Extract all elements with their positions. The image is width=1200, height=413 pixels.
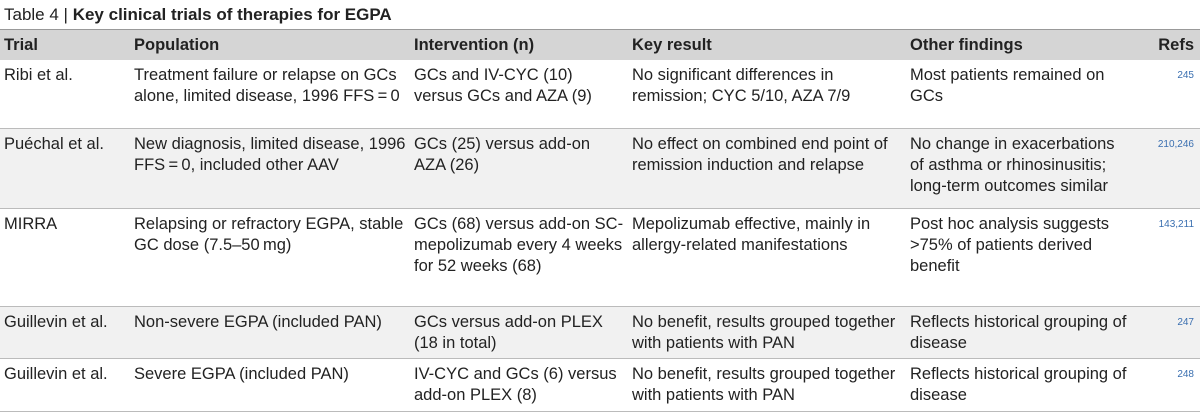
cell: No benefit, results grouped together wit… — [628, 306, 906, 359]
cell: No effect on combined end point of remis… — [628, 128, 906, 209]
cell: Mepolizumab effective, mainly in allergy… — [628, 208, 906, 307]
cell: Most patients remained on GCs — [906, 60, 1136, 129]
column-header: Trial — [0, 30, 130, 60]
cell: Puéchal et al. — [0, 128, 130, 209]
cell: Guillevin et al. — [0, 306, 130, 359]
column-header: Intervention (n) — [410, 30, 628, 60]
header-row: Trial Population Intervention (n) Key resul… — [0, 30, 1200, 60]
table-row: MIRRA Relapsing or refractory EGPA, stabl… — [0, 208, 1200, 307]
reference: 248 — [1177, 368, 1194, 380]
table-row: Ribi et al. Treatment failure or relapse … — [0, 60, 1200, 129]
reference: 143,211 — [1158, 218, 1194, 230]
cell: Non-severe EGPA (included PAN) — [130, 306, 410, 359]
cell: No significant differences in remission;… — [628, 60, 906, 129]
cell: Treatment failure or relapse on GCs alon… — [130, 60, 410, 129]
cell: 245 — [1136, 60, 1200, 129]
table: Trial Population Intervention (n) Key resul… — [0, 30, 1200, 412]
table-body: Ribi et al. Treatment failure or relapse … — [0, 60, 1200, 412]
cell: Reflects historical grouping of disease — [906, 358, 1136, 412]
cell: Post hoc analysis suggests >75% of patie… — [906, 208, 1136, 307]
table-label: Table 4 | — [4, 5, 68, 24]
cell: No benefit, results grouped together wit… — [628, 358, 906, 412]
table-row: Guillevin et al. Non-severe EGPA (include… — [0, 306, 1200, 359]
cell: GCs and IV-CYC (10) versus GCs and AZA (… — [410, 60, 628, 129]
table-caption: Table 4 | Key clinical trials of therapi… — [0, 0, 1200, 30]
cell: 210,246 — [1136, 128, 1200, 209]
cell: MIRRA — [0, 208, 130, 307]
table-row: Guillevin et al. Severe EGPA (included PA… — [0, 358, 1200, 412]
cell: GCs versus add-on PLEX (18 in total) — [410, 306, 628, 359]
cell: No change in exacerbations of asthma or … — [906, 128, 1136, 209]
cell: Relapsing or refractory EGPA, stable GC … — [130, 208, 410, 307]
cell: 248 — [1136, 358, 1200, 412]
column-header: Refs — [1136, 30, 1200, 60]
cell: IV-CYC and GCs (6) versus add-on PLEX (8… — [410, 358, 628, 412]
reference: 210,246 — [1157, 138, 1194, 150]
table-row: Puéchal et al. New diagnosis, limited dis… — [0, 128, 1200, 209]
column-header: Other findings — [906, 30, 1136, 60]
cell: Ribi et al. — [0, 60, 130, 129]
column-header: Population — [130, 30, 410, 60]
column-header: Key result — [628, 30, 906, 60]
cell: Severe EGPA (included PAN) — [130, 358, 410, 412]
cell: Reflects historical grouping of disease — [906, 306, 1136, 359]
cell: 143,211 — [1136, 208, 1200, 307]
cell: GCs (25) versus add-on AZA (26) — [410, 128, 628, 209]
cell: 247 — [1136, 306, 1200, 359]
cell: Guillevin et al. — [0, 358, 130, 412]
reference: 245 — [1177, 70, 1194, 81]
table-title: Key clinical trials of therapies for EGP… — [72, 5, 392, 24]
reference: 247 — [1177, 316, 1194, 328]
cell: GCs (68) versus add-on SC-mepolizumab ev… — [410, 208, 628, 307]
cell: New diagnosis, limited disease, 1996 FFS… — [130, 128, 410, 209]
